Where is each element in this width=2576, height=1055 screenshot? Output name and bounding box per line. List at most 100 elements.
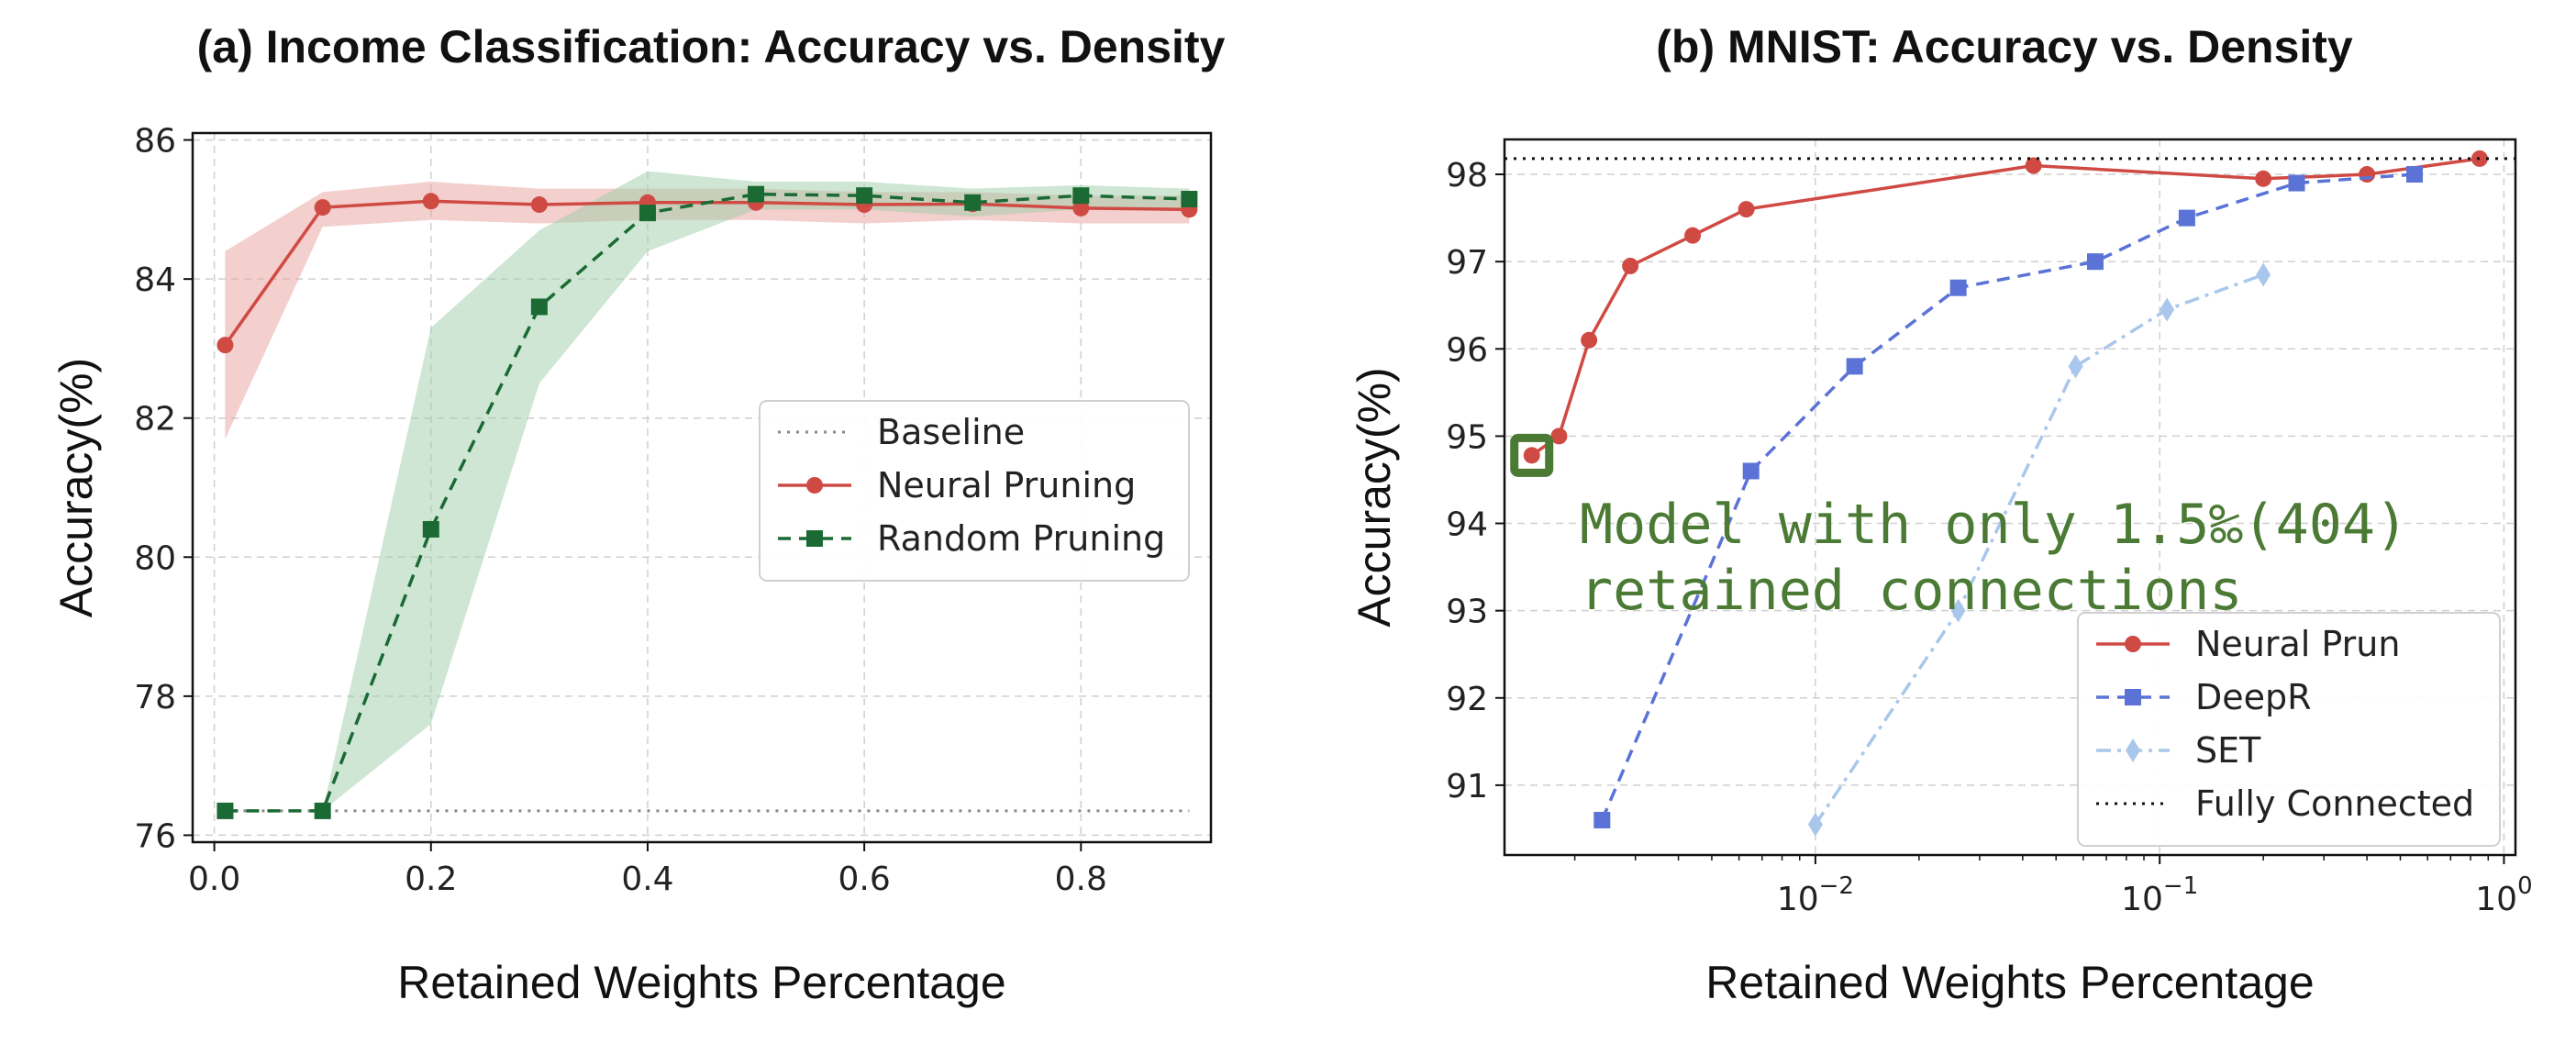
data-point-set — [1950, 598, 1966, 623]
series-random-pruning — [217, 185, 1198, 819]
x-tick-base: 10 — [2475, 881, 2517, 918]
x-tick-base: 10 — [2121, 881, 2163, 918]
data-point-neural-pruning — [314, 199, 331, 217]
series-line-neural-prun — [1530, 157, 2481, 457]
x-tick-label: 100 — [2475, 872, 2532, 918]
y-tick-label: 92 — [1446, 681, 1488, 718]
legend: Baseline Neural Pruning Random Pruning — [759, 400, 1190, 582]
data-point-random-pruning — [638, 205, 656, 222]
x-axis-label: Retained Weights Percentage — [397, 957, 1005, 1008]
legend-label-neural-prun: Neural Prun — [2195, 624, 2400, 664]
data-point-random-pruning — [314, 802, 331, 819]
highlight-box — [1510, 433, 1554, 477]
x-tick-exponent: 0 — [2517, 872, 2533, 900]
legend: Neural Prun DeepR SET Fully Connected — [2077, 612, 2501, 847]
y-tick-label: 82 — [134, 401, 176, 439]
data-point-random-pruning — [748, 185, 765, 203]
data-point-neural-pruning — [422, 193, 439, 210]
x-tick-label: 0.0 — [188, 861, 240, 898]
y-tick-label: 78 — [134, 679, 176, 716]
x-tick-label: 10−2 — [1777, 872, 1854, 918]
y-tick-label: 98 — [1446, 157, 1488, 194]
legend-marker-random-pruning — [806, 530, 823, 547]
data-point-neural-prun — [2255, 170, 2272, 187]
y-tick-label: 93 — [1446, 594, 1488, 631]
x-tick-label: 0.8 — [1055, 861, 1107, 898]
data-point-neural-prun — [1684, 227, 1702, 244]
x-tick-exponent: −2 — [1819, 872, 1854, 900]
data-point-neural-prun — [1622, 257, 1639, 274]
y-tick-label: 86 — [134, 123, 176, 161]
data-point-random-pruning — [530, 298, 548, 316]
x-tick-label: 0.6 — [838, 861, 890, 898]
plot-frame — [1503, 138, 2517, 857]
legend-label-fully-connected: Fully Connected — [2195, 783, 2474, 824]
legend-box — [759, 400, 1190, 582]
y-axis-label: Accuracy(%) — [50, 358, 102, 617]
data-point-set — [2068, 354, 2083, 379]
data-point-neural-prun — [1581, 331, 1598, 349]
data-point-deepr — [2406, 166, 2424, 183]
x-axis-label: Retained Weights Percentage — [1705, 957, 2314, 1008]
legend-marker-neural-pruning — [806, 477, 823, 494]
chart-title: (a) Income Classification: Accuracy vs. … — [197, 21, 1226, 72]
data-point-neural-prun — [1738, 201, 1755, 218]
data-point-deepr — [1593, 811, 1611, 828]
chart-b: (b) MNIST: Accuracy vs. Density Retained … — [1349, 21, 2533, 1008]
data-point-random-pruning — [1072, 187, 1090, 205]
data-point-deepr — [2178, 209, 2195, 227]
x-tick-base: 10 — [1777, 881, 1819, 918]
x-tick-exponent: −1 — [2163, 872, 2198, 900]
data-point-neural-pruning — [530, 196, 548, 214]
y-axis-label: Accuracy(%) — [1349, 367, 1400, 627]
data-point-deepr — [2288, 174, 2305, 192]
y-tick-label: 94 — [1446, 506, 1488, 544]
y-tick-label: 80 — [134, 539, 176, 577]
y-tick-label: 84 — [134, 261, 176, 299]
data-point-neural-prun — [2359, 166, 2376, 183]
series-deepr — [1593, 166, 2424, 828]
x-tick-label: 0.2 — [405, 861, 457, 898]
data-point-set — [2256, 262, 2271, 287]
y-tick-label: 91 — [1446, 768, 1488, 805]
x-tick-label: 0.4 — [621, 861, 673, 898]
data-point-set — [1807, 812, 1823, 837]
series-line-random-pruning — [225, 192, 1190, 813]
legend-label-neural-pruning: Neural Pruning — [877, 465, 1136, 505]
legend-label-random-pruning: Random Pruning — [877, 518, 1165, 559]
data-point-neural-prun — [2025, 157, 2042, 174]
legend-marker-neural-prun — [2125, 636, 2141, 652]
legend-marker-deepr — [2125, 689, 2141, 705]
legend-label-set: SET — [2195, 730, 2261, 771]
data-point-neural-pruning — [1072, 199, 1090, 217]
data-point-neural-pruning — [217, 337, 234, 354]
chart-title: (b) MNIST: Accuracy vs. Density — [1656, 21, 2353, 72]
data-point-random-pruning — [422, 520, 439, 538]
annotation-text: Model with only 1.5‰(404) — [1580, 493, 2408, 557]
y-tick-label: 95 — [1446, 418, 1488, 456]
data-point-deepr — [1846, 358, 1863, 375]
y-tick-label: 76 — [134, 817, 176, 855]
data-point-neural-prun — [1550, 428, 1568, 445]
y-tick-label: 96 — [1446, 331, 1488, 369]
legend-marker-set — [2126, 738, 2140, 762]
series-set — [1807, 262, 2271, 837]
x-tick-label: 10−1 — [2121, 872, 2198, 918]
data-point-random-pruning — [217, 802, 234, 819]
data-point-random-pruning — [964, 194, 982, 211]
data-point-deepr — [1742, 462, 1760, 480]
legend-label-baseline: Baseline — [877, 412, 1025, 452]
y-tick-label: 97 — [1446, 244, 1488, 282]
legend-label-deepr: DeepR — [2195, 677, 2312, 717]
legend-box — [2077, 612, 2501, 847]
chart-a: (a) Income Classification: Accuracy vs. … — [50, 21, 1226, 1008]
series-neural-prun — [1523, 150, 2488, 464]
series-line-deepr — [1600, 172, 2415, 821]
data-point-deepr — [2086, 253, 2104, 271]
data-point-set — [2160, 297, 2175, 322]
data-point-random-pruning — [1181, 190, 1198, 207]
data-point-random-pruning — [856, 187, 873, 205]
data-point-deepr — [1949, 279, 1967, 296]
confidence-band-random-pruning — [225, 171, 1190, 811]
